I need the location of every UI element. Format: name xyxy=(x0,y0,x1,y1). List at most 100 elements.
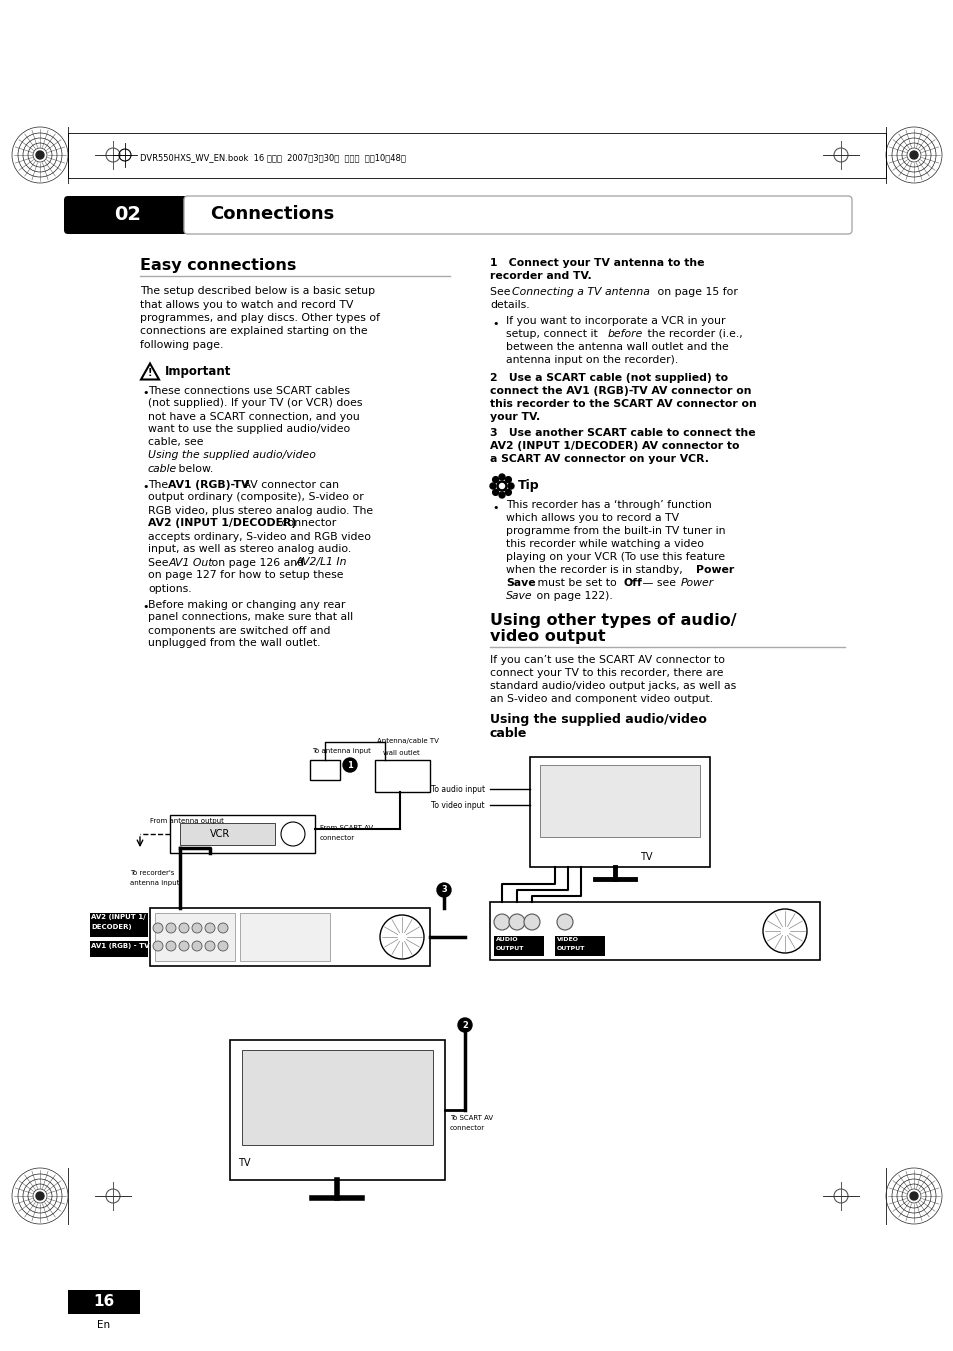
Text: AV2 (INPUT 1/DECODER) AV connector to: AV2 (INPUT 1/DECODER) AV connector to xyxy=(490,440,739,451)
Text: Connecting a TV antenna: Connecting a TV antenna xyxy=(512,286,649,297)
Text: En: En xyxy=(97,1320,111,1329)
Circle shape xyxy=(509,915,524,929)
Circle shape xyxy=(379,915,423,959)
Circle shape xyxy=(205,923,214,934)
Circle shape xyxy=(492,489,498,496)
Text: If you can’t use the SCART AV connector to: If you can’t use the SCART AV connector … xyxy=(490,655,724,665)
Circle shape xyxy=(523,915,539,929)
Text: setup, connect it: setup, connect it xyxy=(505,330,600,339)
Circle shape xyxy=(507,484,514,489)
Circle shape xyxy=(557,915,573,929)
Text: 1   Connect your TV antenna to the: 1 Connect your TV antenna to the xyxy=(490,258,703,267)
Text: The: The xyxy=(148,480,172,489)
Text: video output: video output xyxy=(490,630,605,644)
Text: VCR: VCR xyxy=(210,830,230,839)
Circle shape xyxy=(492,477,498,482)
Bar xyxy=(530,757,709,867)
Text: 3: 3 xyxy=(440,885,446,894)
Circle shape xyxy=(205,942,214,951)
Circle shape xyxy=(909,1192,917,1200)
Bar xyxy=(170,815,314,852)
Text: playing on your VCR (To use this feature: playing on your VCR (To use this feature xyxy=(505,553,724,562)
Text: an S-video and component video output.: an S-video and component video output. xyxy=(490,694,713,704)
Circle shape xyxy=(497,481,506,490)
Text: TV: TV xyxy=(237,1158,251,1169)
Text: between the antenna wall outlet and the: between the antenna wall outlet and the xyxy=(505,342,728,353)
Text: input, as well as stereo analog audio.: input, as well as stereo analog audio. xyxy=(148,544,351,554)
Text: From SCART AV: From SCART AV xyxy=(319,825,373,831)
Circle shape xyxy=(36,151,44,159)
Text: this recorder to the SCART AV connector on: this recorder to the SCART AV connector … xyxy=(490,399,756,409)
Text: Power: Power xyxy=(680,578,714,588)
Bar xyxy=(90,942,148,957)
Text: 3   Use another SCART cable to connect the: 3 Use another SCART cable to connect the xyxy=(490,428,755,438)
Text: Connections: Connections xyxy=(210,205,334,223)
Circle shape xyxy=(490,484,496,489)
Text: must be set to: must be set to xyxy=(534,578,619,588)
Circle shape xyxy=(152,942,163,951)
Text: To audio input: To audio input xyxy=(431,785,484,794)
Text: 2   Use a SCART cable (not supplied) to: 2 Use a SCART cable (not supplied) to xyxy=(490,373,727,382)
Circle shape xyxy=(218,923,228,934)
Text: To SCART AV: To SCART AV xyxy=(450,1115,493,1121)
Bar xyxy=(68,1290,140,1315)
Circle shape xyxy=(505,477,511,482)
Text: programmes, and play discs. Other types of: programmes, and play discs. Other types … xyxy=(140,313,379,323)
Text: OUTPUT: OUTPUT xyxy=(557,946,585,951)
Circle shape xyxy=(436,884,451,897)
Text: 1: 1 xyxy=(347,761,353,770)
Text: cable: cable xyxy=(490,727,527,740)
Text: before: before xyxy=(607,330,642,339)
Text: AUDIO: AUDIO xyxy=(496,938,518,942)
Text: Antenna/cable TV: Antenna/cable TV xyxy=(376,738,438,744)
Text: standard audio/video output jacks, as well as: standard audio/video output jacks, as we… xyxy=(490,681,736,690)
Text: following page.: following page. xyxy=(140,340,223,350)
Bar xyxy=(310,761,339,780)
Text: 16: 16 xyxy=(93,1293,114,1309)
Text: which allows you to record a TV: which allows you to record a TV xyxy=(505,513,679,523)
Text: 02: 02 xyxy=(114,204,141,223)
Text: OUTPUT: OUTPUT xyxy=(496,946,524,951)
Text: TV: TV xyxy=(639,852,652,862)
Bar xyxy=(150,908,430,966)
Circle shape xyxy=(494,915,510,929)
Text: Tip: Tip xyxy=(517,480,539,492)
Text: — see: — see xyxy=(639,578,679,588)
Text: DECODER): DECODER) xyxy=(91,924,132,929)
Text: Easy connections: Easy connections xyxy=(140,258,296,273)
Text: cable, see: cable, see xyxy=(148,438,207,447)
Circle shape xyxy=(457,1019,472,1032)
Text: Before making or changing any rear: Before making or changing any rear xyxy=(148,600,345,609)
Bar xyxy=(154,913,234,961)
Circle shape xyxy=(192,942,202,951)
Circle shape xyxy=(179,923,189,934)
Text: DVR550HXS_WV_EN.book  16 ページ  2007年3月30日  金曜日  午前10晈48分: DVR550HXS_WV_EN.book 16 ページ 2007年3月30日 金… xyxy=(140,154,405,162)
Text: Using the supplied audio/video: Using the supplied audio/video xyxy=(490,713,706,725)
Text: accepts ordinary, S-video and RGB video: accepts ordinary, S-video and RGB video xyxy=(148,531,371,542)
Text: •: • xyxy=(142,482,149,493)
Text: connect your TV to this recorder, there are: connect your TV to this recorder, there … xyxy=(490,667,722,678)
Text: •: • xyxy=(492,319,498,330)
Text: AV1 (RGB) - TV: AV1 (RGB) - TV xyxy=(91,943,150,948)
Circle shape xyxy=(343,758,356,771)
Text: Important: Important xyxy=(165,365,232,377)
Bar xyxy=(490,902,820,961)
Text: want to use the supplied audio/video: want to use the supplied audio/video xyxy=(148,424,350,435)
Text: Using other types of audio/: Using other types of audio/ xyxy=(490,613,736,628)
Text: this recorder while watching a video: this recorder while watching a video xyxy=(505,539,703,549)
Text: on page 126 and: on page 126 and xyxy=(208,558,307,567)
Text: antenna input: antenna input xyxy=(130,880,179,886)
Text: AV1 (RGB)-TV: AV1 (RGB)-TV xyxy=(168,480,249,489)
Circle shape xyxy=(281,821,305,846)
Circle shape xyxy=(909,151,917,159)
Text: connector: connector xyxy=(277,519,335,528)
Text: panel connections, make sure that all: panel connections, make sure that all xyxy=(148,612,353,623)
Circle shape xyxy=(179,942,189,951)
Text: AV1 Out: AV1 Out xyxy=(169,558,213,567)
Text: See: See xyxy=(490,286,514,297)
Text: connect the AV1 (RGB)-TV AV connector on: connect the AV1 (RGB)-TV AV connector on xyxy=(490,386,751,396)
Text: AV2 (INPUT 1/: AV2 (INPUT 1/ xyxy=(91,915,146,920)
Text: To video input: To video input xyxy=(431,801,484,811)
Text: VIDEO: VIDEO xyxy=(557,938,578,942)
Text: when the recorder is in standby,: when the recorder is in standby, xyxy=(505,565,685,576)
